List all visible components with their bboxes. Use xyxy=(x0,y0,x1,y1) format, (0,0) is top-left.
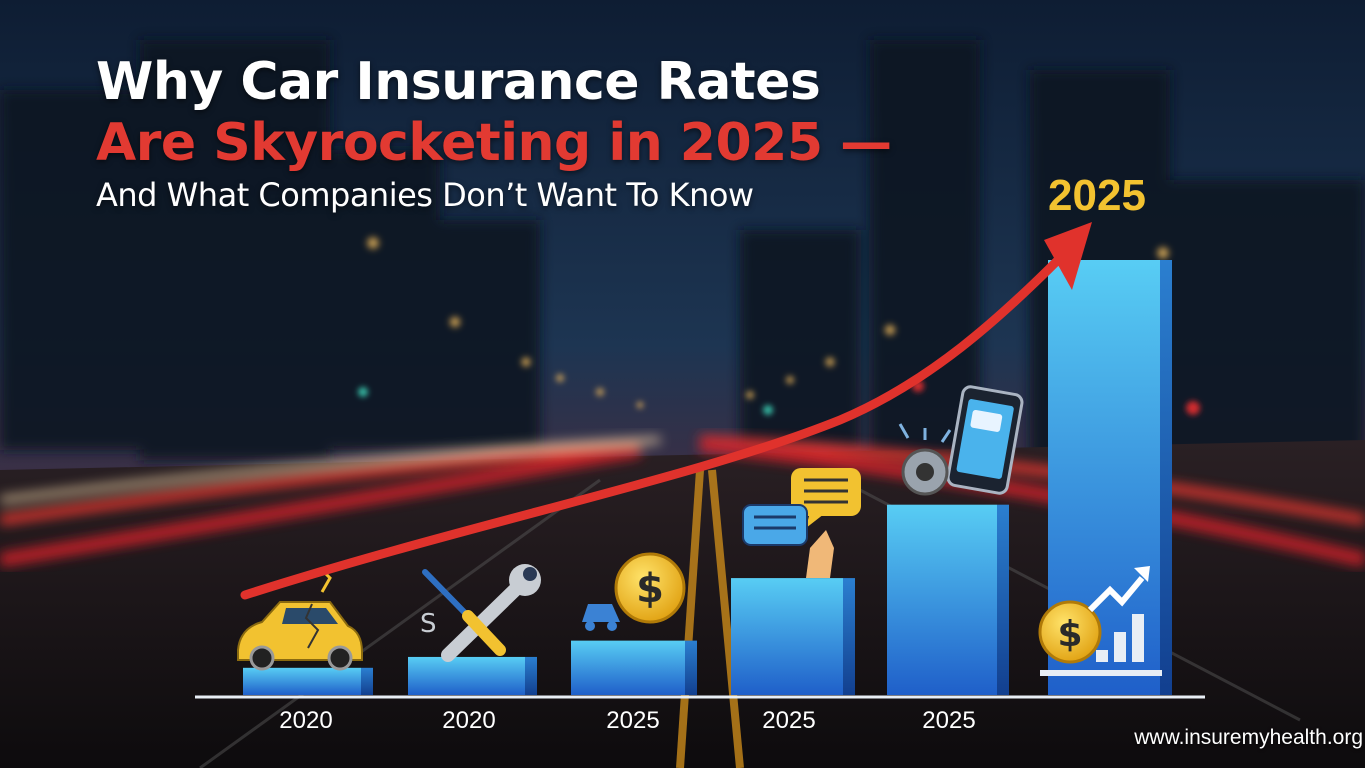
bar xyxy=(571,640,685,695)
title-line-1: Why Car Insurance Rates xyxy=(96,52,821,112)
bar-side xyxy=(1160,260,1172,695)
bars-group xyxy=(243,260,1172,695)
bar-side xyxy=(685,640,697,695)
crashed-car-icon xyxy=(237,564,363,671)
highlight-year-label: 2025 xyxy=(1048,171,1146,220)
subtitle: And What Companies Don’t Want To Know xyxy=(96,176,754,214)
x-tick-label: 2025 xyxy=(922,707,975,734)
bar-side xyxy=(361,667,373,695)
bar xyxy=(887,504,997,695)
svg-text:S: S xyxy=(420,609,437,639)
bar-side xyxy=(843,578,855,695)
bar-icons-group: S $ $ xyxy=(237,385,1162,676)
dollar-growth-chart-icon: $ xyxy=(1038,566,1162,676)
x-tick-label: 2020 xyxy=(279,707,332,734)
trend-arrow-head xyxy=(1044,222,1092,290)
bar xyxy=(731,578,843,695)
website-watermark: www.insuremyhealth.org xyxy=(1134,726,1363,749)
wrench-screwdriver-icon: S xyxy=(420,564,541,662)
trend-arrow xyxy=(240,253,1065,600)
svg-text:$: $ xyxy=(636,566,664,612)
title-line-2: Are Skyrocketing in 2025 — xyxy=(96,113,892,173)
bar-side xyxy=(997,504,1009,695)
x-tick-label: 2025 xyxy=(762,707,815,734)
dollar-coin-car-icon: $ xyxy=(582,552,686,631)
bar xyxy=(243,667,361,695)
svg-text:$: $ xyxy=(1057,614,1082,655)
x-axis-labels: 2020 2020 2025 2025 2025 xyxy=(279,707,975,734)
x-tick-label: 2020 xyxy=(442,707,495,734)
x-tick-label: 2025 xyxy=(606,707,659,734)
bar xyxy=(408,656,525,695)
chat-bubbles-hand-icon xyxy=(742,468,861,578)
bar-side xyxy=(525,656,537,695)
phone-sensor-icon xyxy=(898,385,1024,496)
